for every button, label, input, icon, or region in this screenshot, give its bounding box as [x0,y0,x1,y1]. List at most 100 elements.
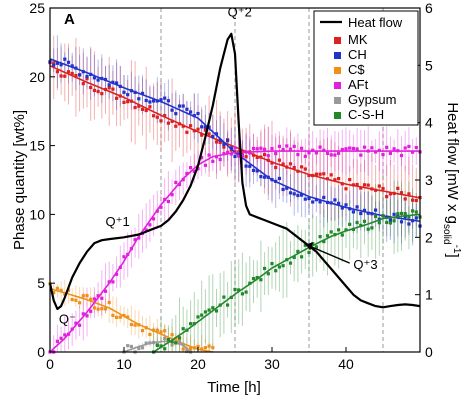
ch-point [351,210,355,214]
x-tick-label-40: 40 [338,356,354,372]
c--point [96,307,100,311]
aft-point [78,323,82,327]
y-right-tick-label-2: 2 [425,229,433,245]
aft-point [307,151,311,155]
gypsum-point [129,344,133,349]
c-s-h-point [411,209,415,213]
heat-flow-line [48,32,421,311]
mk-point [377,184,381,188]
aft-point [115,272,119,276]
ch-point [159,98,163,102]
aft-point [333,153,337,157]
mk-point [166,121,170,125]
aft-point [222,152,226,156]
c--point [140,328,145,333]
ch-point [59,63,63,67]
c-s-h-point [277,265,281,269]
ch-point [263,175,267,179]
c-s-h-point [270,261,274,266]
aft-point [318,145,322,149]
c-s-h-point [307,250,311,255]
legend-gypsum-swatch [334,97,341,104]
ch-point [337,201,341,206]
c--point [115,315,119,319]
ch-point [122,90,126,94]
ch-point [177,104,182,108]
c-s-h-point [214,309,219,313]
ch-point [396,214,400,218]
aft-point [214,155,219,159]
mk-point [115,96,119,100]
gypsum-point [181,343,185,347]
mk-point [359,186,363,190]
mk-point [85,77,89,81]
mk-point [192,129,196,133]
ch-point [311,200,315,204]
mk-point [292,165,296,170]
aft-point [370,146,374,150]
ch-point [244,164,248,168]
aft-point [248,151,252,155]
ch-point [152,99,156,103]
mk-point [329,173,333,177]
ch-point [192,114,196,118]
mk-point [251,153,256,157]
mk-point [392,191,396,196]
ch-point [214,132,219,136]
aft-point [81,312,85,316]
panel-label: A [64,11,75,28]
aft-point [122,255,126,259]
c-s-h-point [362,219,367,223]
mk-point [66,70,71,74]
c-s-h-point [348,222,352,226]
c-s-h-point [281,264,285,268]
c-s-h-point [192,322,196,326]
c-s-h-point [211,306,215,310]
c-s-h-point [370,226,374,230]
ch-point [70,64,74,68]
mk-point [414,198,418,203]
aft-point [107,280,111,284]
c-s-h-point [159,344,163,348]
y-axis-right-title-main: Heat flow [mW x g [444,102,461,224]
mk-point [325,177,330,181]
c--point [52,290,56,295]
aft-point [414,145,418,150]
mk-point [285,165,289,169]
c-s-h-point [337,228,341,232]
c-s-h-point [163,347,167,351]
aft-point [303,154,307,158]
c-s-h-point [374,214,378,219]
ch-point [237,151,241,155]
annotation-1: Q⁺1 [106,214,130,229]
aft-point [237,154,241,158]
ch-point [100,76,104,81]
c-s-h-point [399,211,404,216]
mk-point [307,173,311,178]
ch-point [344,203,348,207]
ch-point [218,138,222,142]
ch-point [292,192,296,196]
mk-point [259,155,263,159]
aft-point [403,146,407,150]
ch-point [255,169,259,173]
ch-point [129,89,133,93]
aft-point [133,238,137,242]
legend-mk-label: MK [348,32,368,47]
mk-point [263,153,267,157]
aft-point [329,153,333,157]
mk-point [348,178,352,182]
aft-point [399,153,404,158]
c-s-h-point [166,337,170,342]
c--point [78,301,82,305]
aft-point [270,146,274,151]
aft-point [226,150,230,154]
ch-point [78,73,82,77]
c-s-h-point [266,272,270,276]
mk-point [89,85,93,90]
aft-point [233,146,237,150]
c-s-h-point [259,278,263,282]
gypsum-point [140,346,145,350]
